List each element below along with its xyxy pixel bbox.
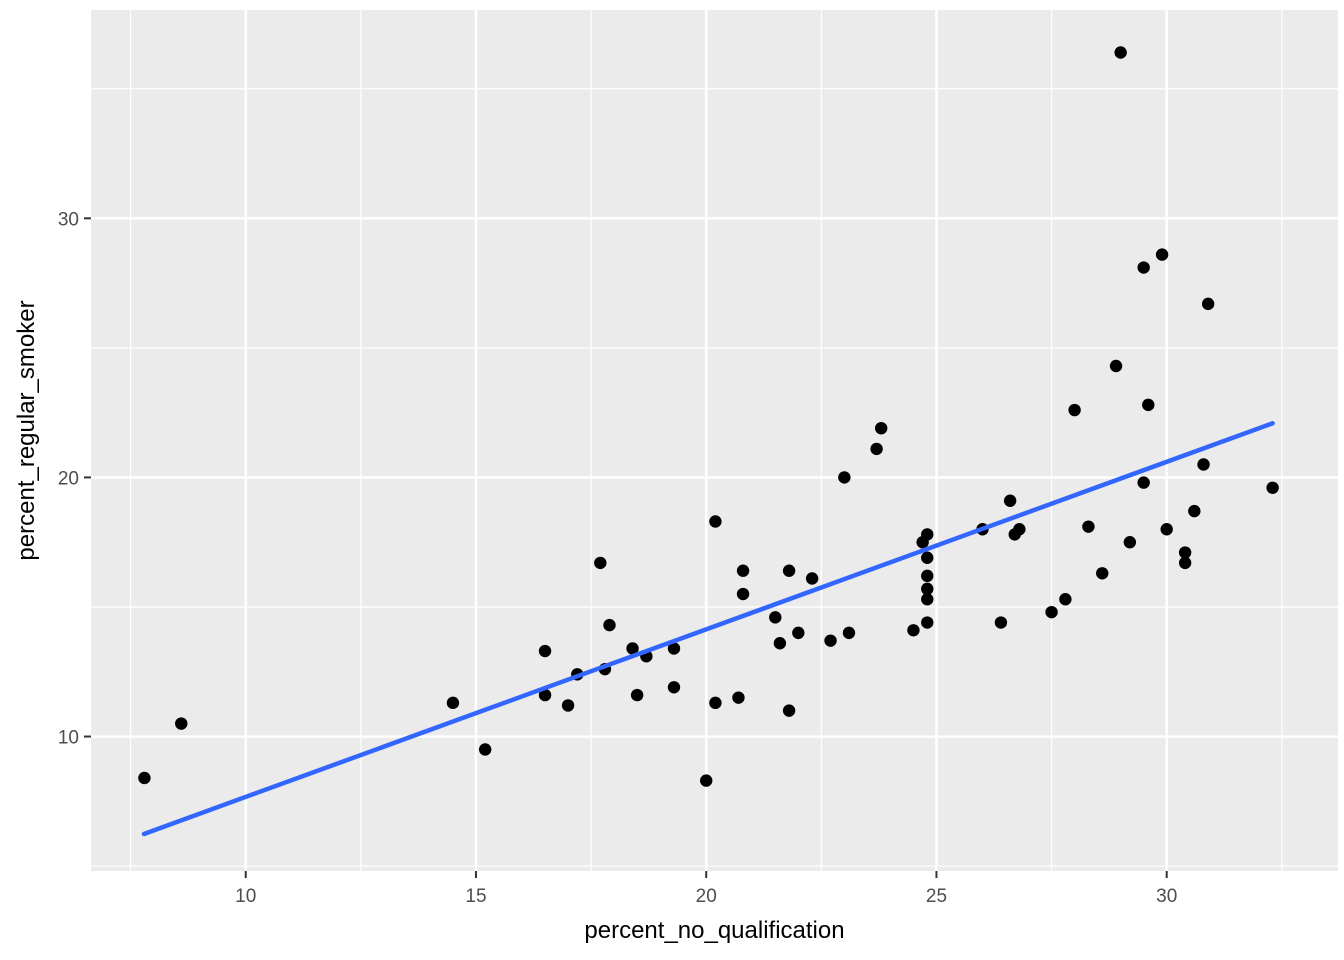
x-axis-tick-labels: 10 15 20 25 30 <box>235 886 1177 907</box>
data-point <box>921 593 934 606</box>
data-point <box>1109 359 1123 373</box>
y-axis-title: percent_regular_smoker <box>13 300 40 560</box>
data-point <box>538 688 552 702</box>
data-point <box>626 642 639 655</box>
y-tick-label: 30 <box>58 209 79 230</box>
data-point <box>874 421 888 435</box>
data-point <box>1123 535 1137 549</box>
data-point <box>1197 458 1210 471</box>
data-point <box>446 696 460 710</box>
data-point <box>1045 605 1058 619</box>
data-point <box>921 551 934 564</box>
data-point <box>1059 593 1072 606</box>
regression-trend-line <box>141 421 1275 837</box>
data-point <box>478 743 492 756</box>
data-point <box>138 771 151 785</box>
data-point <box>700 774 713 787</box>
data-point <box>1008 528 1021 541</box>
data-point <box>1003 494 1017 507</box>
data-point <box>1137 476 1150 489</box>
x-tick-label: 20 <box>696 886 717 907</box>
data-point <box>732 691 745 704</box>
x-tick-label: 25 <box>926 886 947 907</box>
y-axis-tick-marks <box>84 217 91 738</box>
data-point <box>916 535 929 549</box>
data-point <box>805 572 819 585</box>
data-point <box>1178 556 1192 570</box>
data-point <box>736 587 750 601</box>
data-point <box>921 616 934 629</box>
y-axis-tick-labels: 10 20 30 <box>58 209 79 748</box>
data-point <box>1096 567 1109 580</box>
data-point <box>1178 546 1192 559</box>
data-point <box>1188 504 1201 518</box>
data-points <box>138 46 1279 787</box>
data-point <box>907 624 920 637</box>
plot-panel <box>91 10 1338 871</box>
minor-gridlines <box>91 10 1338 871</box>
data-point <box>1142 398 1155 412</box>
data-point <box>994 616 1008 629</box>
data-point <box>736 564 750 577</box>
data-point <box>603 618 616 632</box>
data-point <box>842 626 856 640</box>
data-point <box>782 564 796 577</box>
data-point <box>709 696 722 710</box>
data-point <box>1137 261 1150 274</box>
data-point <box>1068 403 1081 417</box>
data-point <box>594 556 607 570</box>
y-tick-label: 10 <box>58 728 79 749</box>
data-point <box>773 637 787 650</box>
data-point <box>709 515 722 528</box>
data-point <box>769 611 782 624</box>
x-axis-tick-marks <box>244 871 1168 878</box>
major-gridlines <box>91 10 1338 871</box>
data-point <box>838 471 851 484</box>
x-tick-label: 30 <box>1156 886 1177 907</box>
data-point <box>175 717 188 730</box>
data-point <box>561 699 575 712</box>
y-tick-label: 20 <box>58 468 79 489</box>
data-point <box>870 442 883 456</box>
data-point <box>1155 248 1169 261</box>
x-tick-label: 15 <box>465 886 486 907</box>
data-point <box>824 634 837 647</box>
data-point <box>667 681 681 694</box>
data-point <box>667 642 681 655</box>
data-point <box>921 582 934 596</box>
data-point <box>921 569 934 583</box>
data-point <box>1114 46 1127 59</box>
x-axis-title: percent_no_qualification <box>584 917 844 944</box>
data-point <box>1201 297 1215 311</box>
data-point <box>1266 481 1279 494</box>
data-point <box>1082 520 1095 533</box>
data-point <box>1160 523 1173 536</box>
x-tick-label: 10 <box>235 886 256 907</box>
data-point <box>782 704 796 717</box>
data-point <box>630 688 644 702</box>
data-point <box>538 644 552 658</box>
data-point <box>792 626 805 640</box>
